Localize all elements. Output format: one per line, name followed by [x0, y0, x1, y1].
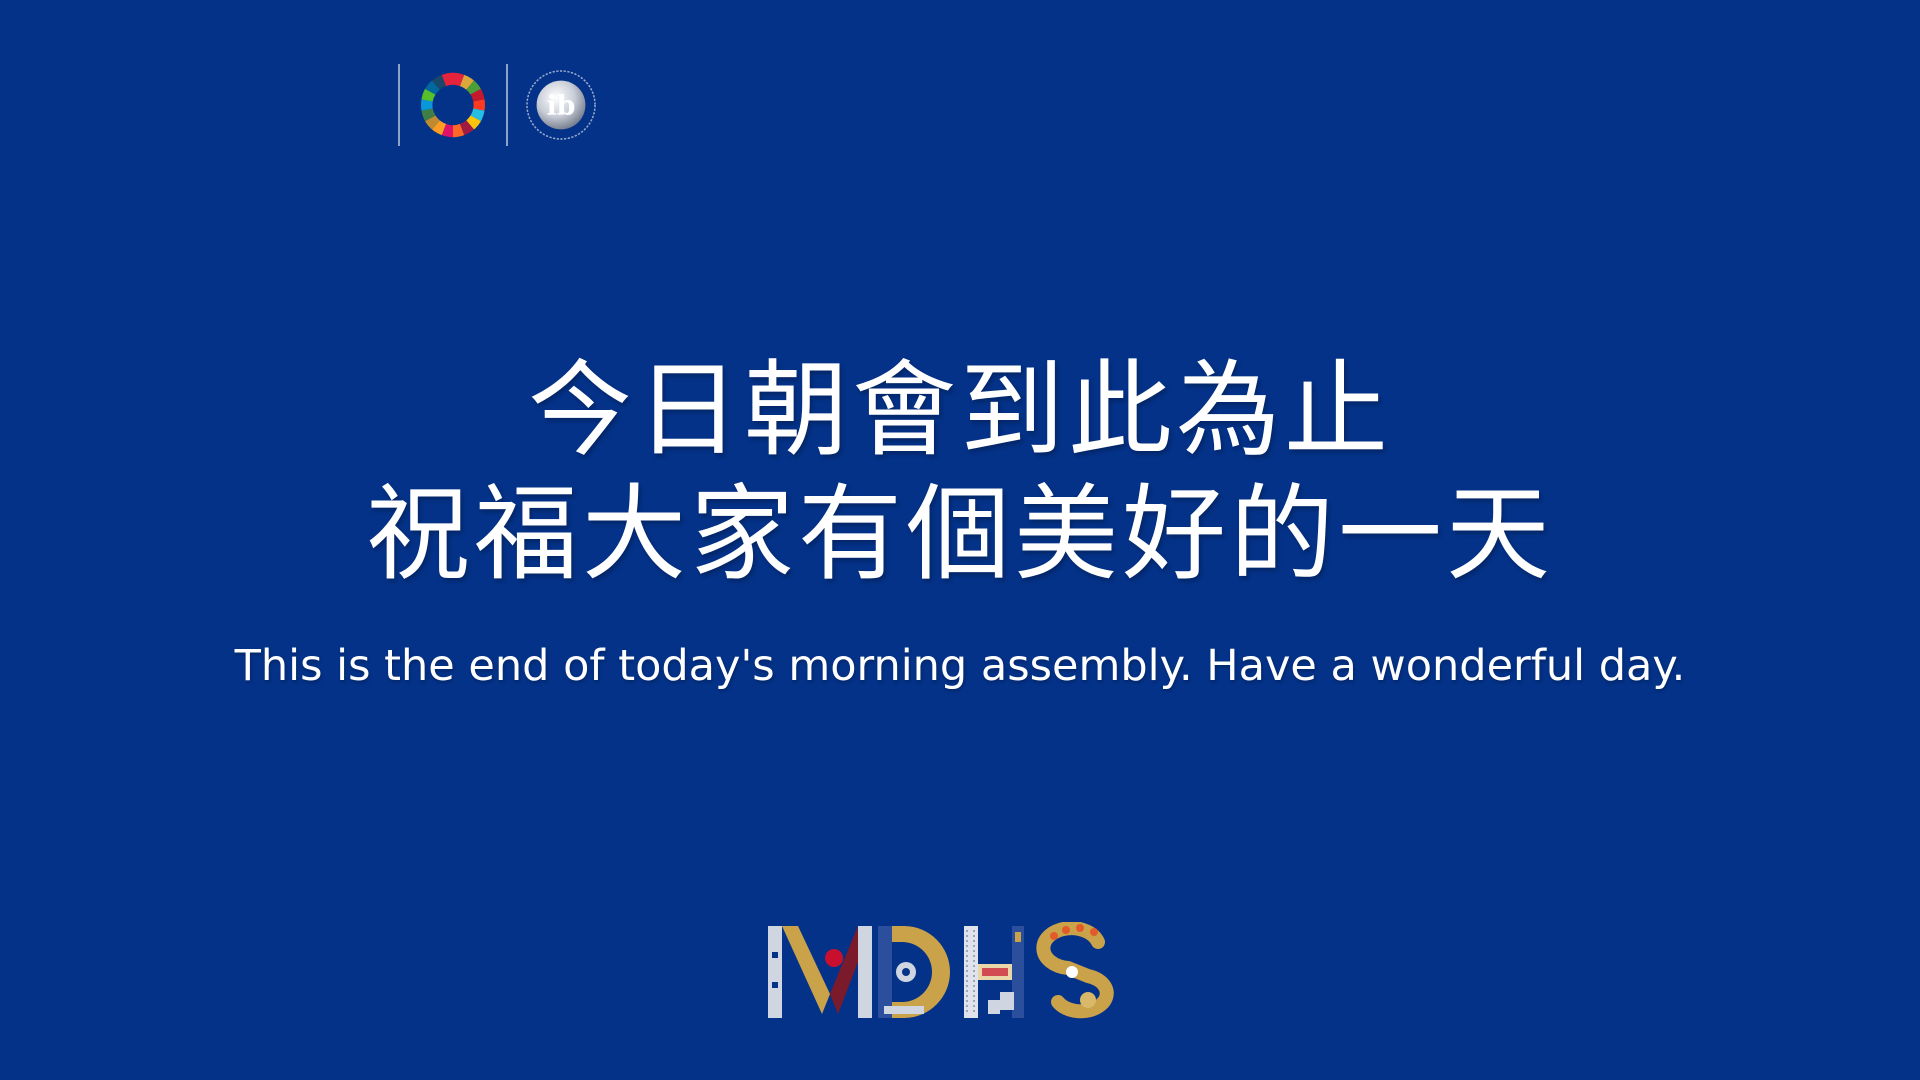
subtitle-english: This is the end of today's morning assem…: [234, 641, 1686, 691]
logo-strip: ib: [398, 64, 598, 146]
wordmark-letter-d: [878, 926, 950, 1018]
title-block: 今日朝會到此為止 祝福大家有個美好的一天: [0, 348, 1920, 596]
ib-logo-text: ib: [547, 91, 576, 122]
mdhs-wordmark-logo: [768, 922, 1114, 1019]
logo-divider: [506, 64, 508, 146]
wordmark-letter-s: [1036, 922, 1114, 1019]
wordmark-letter-m: [768, 926, 872, 1018]
title-line-1: 今日朝會到此為止: [527, 349, 1392, 471]
sdg-wheel-icon: [421, 72, 485, 138]
logo-divider: [398, 64, 400, 146]
ib-logo-icon: ib: [526, 70, 596, 140]
title-line-2: 祝福大家有個美好的一天: [365, 473, 1554, 595]
wordmark-letter-h: [964, 926, 1024, 1018]
